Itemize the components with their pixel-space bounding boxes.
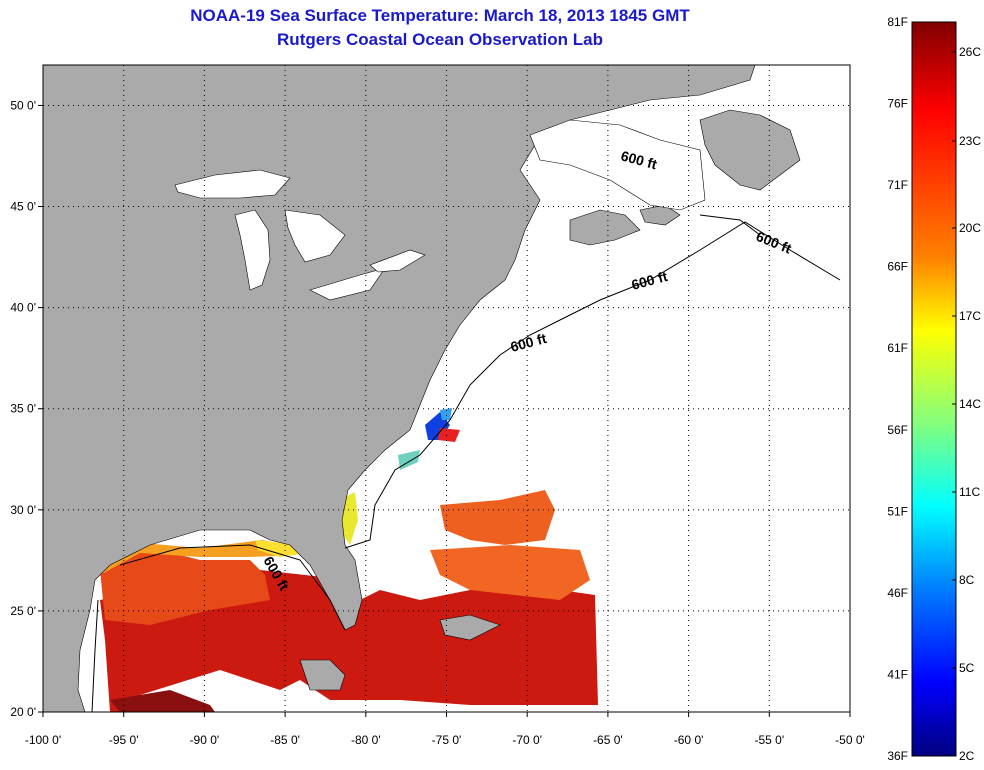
x-tick-label: -70 0'	[512, 733, 542, 747]
colorbar-f-label: 66F	[887, 260, 908, 274]
colorbar-c-label: 11C	[959, 485, 980, 499]
colorbar-f-label: 36F	[887, 749, 908, 763]
x-tick-label: -65 0'	[593, 733, 623, 747]
colorbar-c-label: 14C	[959, 397, 981, 411]
y-tick-label: 45 0'	[10, 200, 36, 214]
map-subtitle: Rutgers Coastal Ocean Observation Lab	[277, 30, 603, 49]
axis-ticks: -100 0' -95 0' -90 0' -85 0' -80 0' -75 0' -70…	[10, 98, 864, 747]
colorbar-f-label: 56F	[887, 423, 908, 437]
y-tick-label: 30 0'	[10, 503, 36, 517]
colorbar-c-label: 2C	[959, 749, 975, 763]
sst-data-layer	[98, 408, 598, 712]
colorbar-f-label: 46F	[887, 586, 908, 600]
x-tick-label: -100 0'	[25, 733, 61, 747]
colorbar-f-label: 71F	[887, 178, 908, 192]
x-tick-label: -75 0'	[432, 733, 462, 747]
colorbar-c-label: 20C	[959, 221, 981, 235]
colorbar-f-label: 51F	[887, 504, 908, 518]
colorbar	[911, 21, 957, 757]
x-tick-label: -50 0'	[835, 733, 865, 747]
colorbar-c-label: 8C	[959, 573, 975, 587]
map-title: NOAA-19 Sea Surface Temperature: March 1…	[190, 6, 690, 25]
x-tick-label: -60 0'	[674, 733, 704, 747]
colorbar-labels: 81F 76F 71F 66F 61F 56F 51F 46F 41F 36F 26C 23C 20C 1…	[887, 15, 981, 763]
600ft-contour	[91, 214, 841, 712]
x-tick-label: -80 0'	[351, 733, 381, 747]
colorbar-f-label: 61F	[887, 341, 908, 355]
colorbar-f-label: 76F	[887, 97, 908, 111]
st-lawrence-water	[529, 119, 706, 211]
colorbar-c-label: 26C	[959, 45, 981, 59]
x-tick-label: -85 0'	[270, 733, 300, 747]
colorbar-c-label: 5C	[959, 661, 975, 675]
colorbar-f-label: 41F	[887, 667, 908, 681]
great-lakes	[174, 169, 426, 301]
colorbar-f-label: 81F	[887, 15, 908, 29]
y-tick-label: 50 0'	[10, 98, 36, 112]
y-tick-label: 40 0'	[10, 301, 36, 315]
y-tick-label: 35 0'	[10, 402, 36, 416]
x-tick-label: -95 0'	[109, 733, 139, 747]
x-tick-label: -55 0'	[754, 733, 784, 747]
x-tick-label: -90 0'	[190, 733, 220, 747]
y-tick-label: 20 0'	[10, 705, 36, 719]
colorbar-c-label: 17C	[959, 309, 981, 323]
colorbar-c-label: 23C	[959, 134, 981, 148]
y-tick-label: 25 0'	[10, 604, 36, 618]
